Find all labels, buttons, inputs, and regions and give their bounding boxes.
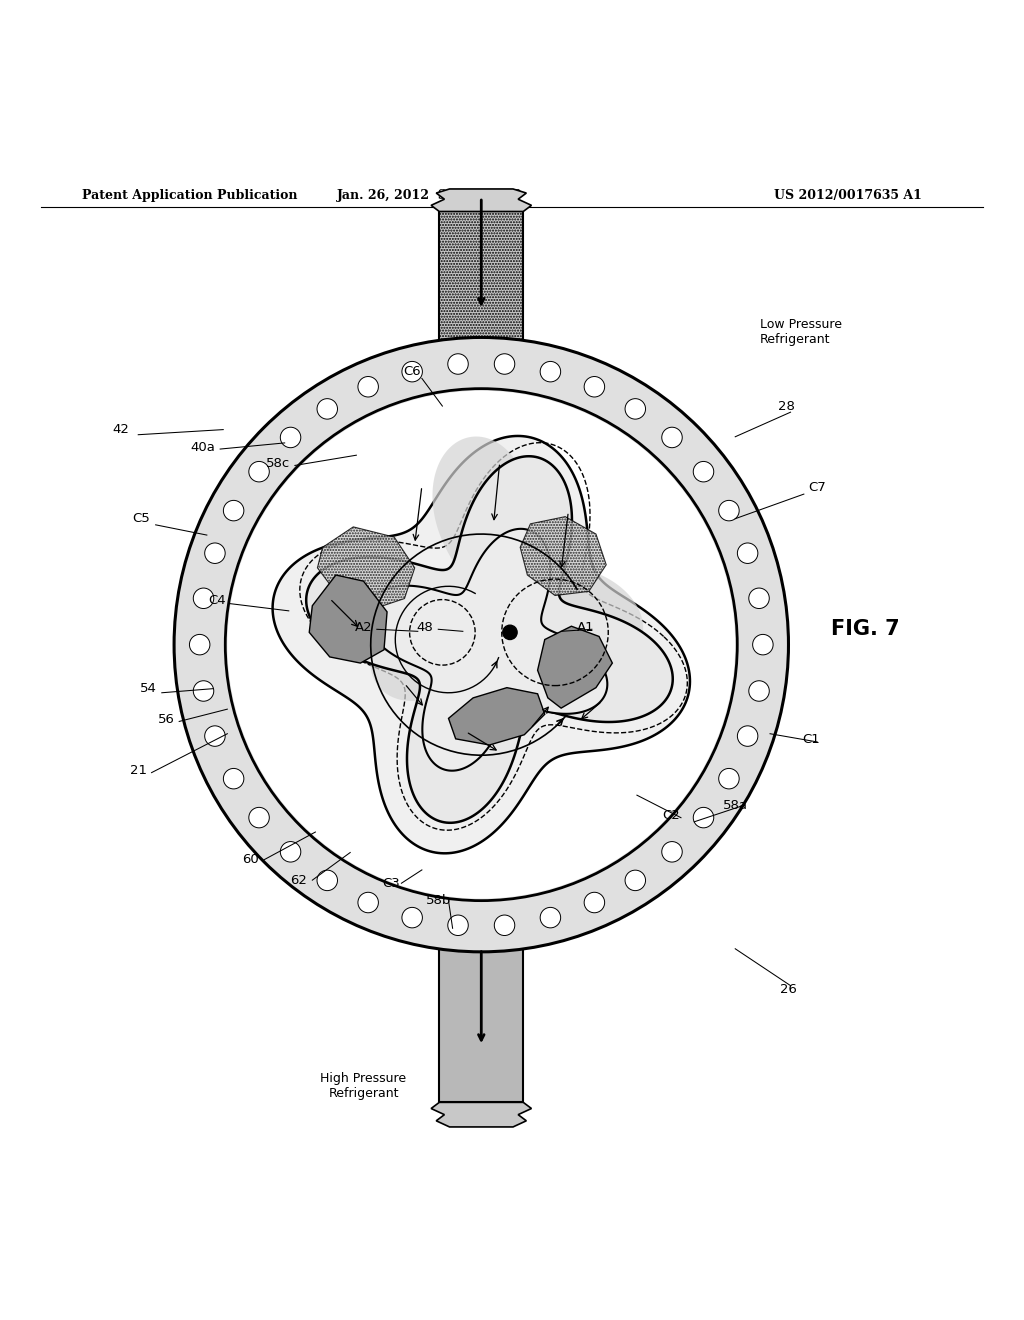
Polygon shape (309, 576, 387, 663)
Text: A1: A1 (577, 620, 595, 634)
Circle shape (693, 808, 714, 828)
Text: 40a: 40a (190, 441, 215, 454)
Text: 60: 60 (243, 853, 259, 866)
Circle shape (447, 354, 468, 375)
Text: 62: 62 (291, 874, 307, 887)
Text: US 2012/0017635 A1: US 2012/0017635 A1 (774, 189, 922, 202)
Polygon shape (306, 457, 673, 822)
Polygon shape (439, 211, 523, 371)
Circle shape (749, 587, 769, 609)
Circle shape (737, 543, 758, 564)
Text: A2: A2 (354, 620, 373, 634)
Polygon shape (431, 1102, 531, 1127)
Circle shape (753, 635, 773, 655)
Text: C7: C7 (808, 482, 826, 495)
Polygon shape (538, 626, 612, 708)
Polygon shape (317, 527, 415, 609)
Circle shape (205, 726, 225, 746)
Text: Patent Application Publication: Patent Application Publication (82, 189, 297, 202)
Circle shape (194, 587, 214, 609)
Circle shape (174, 338, 788, 952)
Text: Jan. 26, 2012  Sheet 7 of 9: Jan. 26, 2012 Sheet 7 of 9 (337, 189, 523, 202)
Circle shape (401, 362, 422, 381)
Circle shape (223, 768, 244, 789)
Circle shape (749, 681, 769, 701)
Circle shape (495, 354, 515, 375)
Circle shape (584, 376, 604, 397)
Circle shape (503, 626, 517, 639)
Circle shape (719, 500, 739, 521)
Circle shape (662, 842, 682, 862)
Text: C5: C5 (132, 512, 151, 525)
Circle shape (281, 842, 301, 862)
Text: 28: 28 (778, 400, 795, 413)
Text: C4: C4 (208, 594, 226, 607)
Text: 56: 56 (158, 713, 174, 726)
Text: 58a: 58a (723, 799, 748, 812)
Circle shape (358, 376, 379, 397)
Circle shape (249, 462, 269, 482)
Polygon shape (370, 437, 643, 701)
Text: 26: 26 (780, 983, 797, 997)
Circle shape (401, 907, 422, 928)
Text: 42: 42 (113, 424, 129, 436)
Polygon shape (272, 436, 690, 853)
Circle shape (189, 635, 210, 655)
Circle shape (495, 915, 515, 936)
Text: High Pressure
Refrigerant: High Pressure Refrigerant (321, 1072, 407, 1100)
Text: C2: C2 (662, 809, 680, 822)
Circle shape (737, 726, 758, 746)
Polygon shape (520, 516, 606, 595)
Circle shape (447, 915, 468, 936)
Circle shape (662, 428, 682, 447)
Circle shape (223, 500, 244, 521)
Circle shape (317, 399, 338, 420)
Circle shape (541, 362, 561, 381)
Circle shape (227, 391, 735, 899)
Text: 48: 48 (417, 620, 433, 634)
Polygon shape (449, 688, 545, 744)
Circle shape (541, 907, 561, 928)
Circle shape (194, 681, 214, 701)
Circle shape (205, 543, 225, 564)
Circle shape (693, 462, 714, 482)
Circle shape (249, 808, 269, 828)
Text: Low Pressure
Refrigerant: Low Pressure Refrigerant (760, 318, 842, 346)
Text: 54: 54 (140, 682, 157, 696)
Text: C6: C6 (402, 364, 421, 378)
Text: FIG. 7: FIG. 7 (830, 619, 900, 639)
Circle shape (625, 870, 645, 891)
Circle shape (719, 768, 739, 789)
Text: C1: C1 (802, 734, 820, 746)
Circle shape (358, 892, 379, 912)
Circle shape (317, 870, 338, 891)
Circle shape (625, 399, 645, 420)
Text: 58b: 58b (426, 894, 451, 907)
Text: C3: C3 (382, 876, 400, 890)
Text: 58c: 58c (266, 457, 291, 470)
Polygon shape (431, 189, 531, 211)
Polygon shape (366, 529, 607, 771)
Circle shape (584, 892, 604, 912)
Polygon shape (439, 917, 523, 1102)
Text: 21: 21 (130, 764, 146, 777)
Circle shape (281, 428, 301, 447)
